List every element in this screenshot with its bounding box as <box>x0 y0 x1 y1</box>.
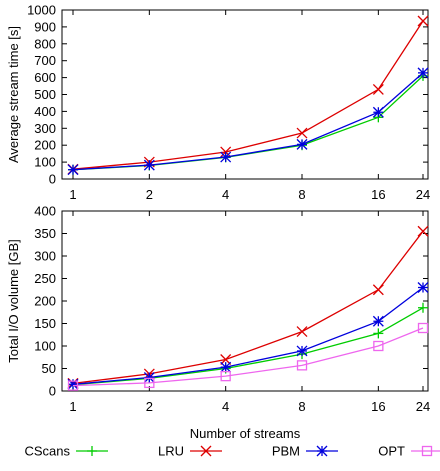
x-tick-label: 16 <box>371 187 385 202</box>
x-tick-label: 8 <box>298 399 305 414</box>
legend-item-lru: LRU <box>158 444 222 459</box>
legend: CScans LRU PBM OPT <box>24 444 440 459</box>
legend-marker <box>421 445 433 457</box>
x-tick-label: 24 <box>416 399 430 414</box>
series-line-pbm <box>72 72 424 171</box>
y-tick-label: 0 <box>49 384 56 399</box>
data-point-opt <box>417 322 429 334</box>
legend-label: LRU <box>158 444 184 459</box>
x-tick-label: 4 <box>222 399 229 414</box>
y-tick-label: 100 <box>34 339 56 354</box>
legend-marker <box>87 446 97 456</box>
data-point-lru <box>372 83 384 95</box>
series-pbm <box>67 67 429 176</box>
data-point-lru <box>220 354 232 365</box>
data-point-cscans <box>418 302 428 313</box>
data-point-lru <box>372 284 384 296</box>
data-point-lru <box>417 15 429 27</box>
data-point-pbm <box>296 138 308 150</box>
data-point-pbm <box>220 361 232 373</box>
legend-label: OPT <box>378 444 405 459</box>
data-point-opt <box>296 360 308 371</box>
x-tick-label: 4 <box>222 187 229 202</box>
legend-marker <box>316 445 328 457</box>
data-point-pbm <box>67 164 79 176</box>
data-point-pbm <box>417 67 429 79</box>
data-point-pbm <box>372 315 384 327</box>
legend-label: CScans <box>24 444 70 459</box>
data-point-lru <box>296 326 308 338</box>
series-line-lru <box>72 20 424 170</box>
data-point-pbm <box>417 282 429 293</box>
y-tick-label: 200 <box>34 294 56 309</box>
legend-label: PBM <box>272 444 300 459</box>
series-line-cscans <box>72 75 424 171</box>
data-point-lru <box>220 146 232 158</box>
y-tick-label: 500 <box>34 87 56 102</box>
series-line-lru <box>72 230 424 385</box>
y-tick-label: 200 <box>34 138 56 153</box>
x-tick-label: 2 <box>146 187 153 202</box>
data-point-pbm <box>220 151 232 163</box>
legend-marker <box>200 445 212 457</box>
series-line-cscans <box>72 307 424 386</box>
plot-frame <box>61 210 429 392</box>
y-tick-label: 100 <box>34 155 56 170</box>
x-tick-label: 24 <box>416 187 430 202</box>
x-tick-label: 1 <box>69 187 76 202</box>
data-point-pbm <box>143 372 155 383</box>
y-tick-label: 300 <box>34 249 56 264</box>
x-tick-label: 8 <box>298 187 305 202</box>
data-point-opt <box>67 380 79 391</box>
legend-item-cscans: CScans <box>24 444 108 459</box>
series-cscans <box>68 70 428 175</box>
y-tick-label: 150 <box>34 316 56 331</box>
data-point-opt <box>373 340 384 352</box>
x-tick-label: 1 <box>69 399 76 414</box>
y-axis-label: Total I/O volume [GB] <box>6 239 21 363</box>
series-line-pbm <box>72 286 424 385</box>
series-pbm <box>67 282 429 390</box>
x-tick-label: 16 <box>371 399 385 414</box>
data-point-cscans <box>373 328 384 339</box>
y-tick-label: 350 <box>34 226 56 241</box>
data-point-pbm <box>372 106 384 118</box>
data-point-lru <box>296 127 308 139</box>
series-line-opt <box>72 327 424 387</box>
y-tick-label: 400 <box>34 204 56 219</box>
data-point-lru <box>417 225 429 237</box>
data-point-pbm <box>296 345 308 357</box>
y-tick-label: 400 <box>34 104 56 119</box>
data-point-pbm <box>143 159 155 171</box>
y-tick-label: 800 <box>34 36 56 51</box>
y-tick-label: 250 <box>34 271 56 286</box>
y-tick-label: 50 <box>42 361 56 376</box>
series-lru <box>67 15 429 175</box>
x-tick-label: 2 <box>146 399 153 414</box>
y-tick-label: 700 <box>34 53 56 68</box>
series-opt <box>67 322 429 391</box>
y-tick-label: 600 <box>34 70 56 85</box>
legend-item-pbm: PBM <box>272 444 338 459</box>
y-tick-label: 0 <box>49 172 56 187</box>
data-point-opt <box>144 377 155 389</box>
x-axis-label: Number of streams <box>190 426 301 441</box>
y-tick-label: 300 <box>34 121 56 136</box>
y-tick-label: 900 <box>34 19 56 34</box>
y-axis-label: Average stream time [s] <box>6 26 21 163</box>
data-point-opt <box>220 370 231 382</box>
y-tick-label: 1000 <box>27 3 56 18</box>
legend-item-opt: OPT <box>378 444 440 459</box>
